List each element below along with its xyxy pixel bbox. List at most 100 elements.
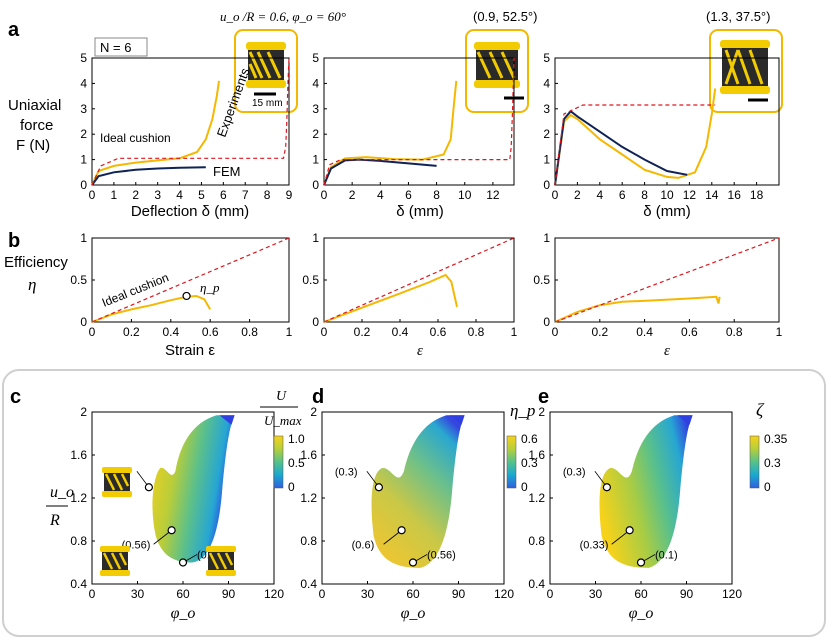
y-tick-label: 0: [80, 178, 87, 192]
x-tick-label: 10: [660, 188, 674, 202]
design-point-label: (0.33): [580, 539, 609, 551]
series-fem: [323, 158, 437, 186]
plot-frame-a2: [323, 57, 515, 186]
x-axis-label-b2: ε: [417, 343, 423, 359]
x-axis-label-a3: δ (mm): [643, 203, 691, 220]
y-tick-label: 0.5: [533, 273, 550, 287]
param-label-2: (0.9, 52.5°): [473, 9, 537, 24]
panel-label-a: a: [8, 19, 20, 41]
y-tick-label: 4: [80, 76, 87, 90]
y-tick-label: 0.4: [300, 577, 317, 591]
x-tick-label: 0.4: [636, 325, 653, 339]
region-cap-d: [449, 415, 465, 425]
cb-e-title: ζ: [756, 400, 765, 420]
y-tick-label: 1: [543, 153, 550, 167]
x-tick-label: 2: [574, 188, 581, 202]
y-tick-label: 0.8: [528, 534, 545, 548]
design-point: [167, 526, 176, 535]
y-tick-label: 0: [543, 315, 550, 329]
design-point: [625, 526, 634, 535]
design-point: [636, 558, 646, 567]
y-tick-label: 5: [543, 51, 550, 65]
design-point-label: (0.3): [335, 466, 358, 478]
series-experiments: [554, 295, 721, 323]
x-tick-label: 6: [220, 188, 227, 202]
chart-b2: 0 0.2 0.4 0.6 0.8 1 0 0.5 1: [302, 231, 517, 339]
x-tick-label: 120: [722, 587, 742, 601]
fem-label: FEM: [213, 164, 240, 179]
panel-label-d: d: [312, 386, 324, 408]
series-experiments: [323, 273, 458, 323]
x-tick-label: 6: [405, 188, 412, 202]
x-tick-label: 7: [242, 188, 249, 202]
x-tick-label: 8: [641, 188, 648, 202]
row-a-ylabel-line3: F (N): [16, 137, 50, 154]
x-tick-label: 0.4: [162, 325, 179, 339]
series-fem: [91, 166, 206, 186]
x-tick-label: 16: [728, 188, 742, 202]
x-tick-label: 0.6: [430, 325, 447, 339]
param-label-3: (1.3, 37.5°): [706, 9, 770, 24]
eta-p-marker: [182, 291, 191, 301]
y-tick-label: 0.8: [70, 534, 87, 548]
y-tick-label: 1: [312, 231, 319, 245]
design-point: [397, 526, 406, 535]
x-tick-label: 60: [634, 587, 648, 601]
series-ideal-cushion: [554, 104, 716, 186]
panel-label-b: b: [8, 230, 20, 252]
thumb-c-1: [102, 467, 132, 497]
series-ideal-cushion: [91, 57, 290, 186]
x-tick-label: 0.2: [354, 325, 371, 339]
sample-image-1: 15 mm: [234, 29, 298, 113]
x-tick-label: 0.8: [726, 325, 743, 339]
colorbar-c: [273, 435, 284, 489]
x-tick-label: 8: [433, 188, 440, 202]
design-point-label: (0.3): [563, 466, 586, 478]
design-point: [178, 558, 188, 567]
series-experiments: [323, 80, 458, 186]
x-tick-label: 0: [321, 188, 328, 202]
x-tick-label: 14: [705, 188, 719, 202]
y-tick-label: 0: [543, 178, 550, 192]
row-b-ylabel-line1: Efficiency: [4, 254, 68, 271]
y-tick-label: 2: [543, 127, 550, 141]
y-tick-label: 5: [80, 51, 87, 65]
x-tick-label: 18: [750, 188, 764, 202]
n-box: [94, 37, 148, 57]
sample-image-2: [465, 29, 529, 113]
y-tick-label: 0: [312, 178, 319, 192]
x-tick-label: 0: [547, 587, 554, 601]
y-tick-label: 0: [80, 315, 87, 329]
y-tick-label: 3: [312, 102, 319, 116]
y-tick-label: 1.6: [70, 448, 87, 462]
y-tick-label: 1: [312, 153, 319, 167]
row-b-ylabel-line2: η: [28, 275, 36, 294]
y-tick-label: 1.6: [528, 448, 545, 462]
chart-c: 03060901200.40.81.21.62(1.0)(0.56)(0.18)…: [70, 405, 305, 622]
row-a-ylabel-line2: force: [20, 117, 53, 134]
x-tick-label: 0.8: [468, 325, 485, 339]
n-label: N = 6: [100, 40, 131, 55]
x-tick-label: 12: [486, 188, 500, 202]
x-axis-label-b3: ε: [664, 343, 670, 359]
series-ideal-cushion: [323, 57, 515, 186]
x-tick-label: 0.6: [681, 325, 698, 339]
chart-b3: 0 0.2 0.4 0.6 0.8 1 0 0.5 1: [533, 231, 782, 339]
x-tick-label: 0.4: [392, 325, 409, 339]
x-tick-label: 30: [131, 587, 145, 601]
x-tick-label: 1: [511, 325, 518, 339]
x-tick-label: 10: [458, 188, 472, 202]
y-tick-label: 1.2: [528, 491, 545, 505]
y-tick-label: 0.5: [70, 273, 87, 287]
y-tick-label: 1.2: [300, 491, 317, 505]
x-tick-label: 8: [264, 188, 271, 202]
map-ylabel-bottom: R: [49, 512, 60, 529]
x-tick-label: 0.2: [123, 325, 140, 339]
design-point-label: (0.6): [352, 539, 375, 551]
x-tick-label: 0: [321, 325, 328, 339]
series-ideal-cushion: [554, 237, 780, 323]
design-region-d: [371, 415, 465, 568]
